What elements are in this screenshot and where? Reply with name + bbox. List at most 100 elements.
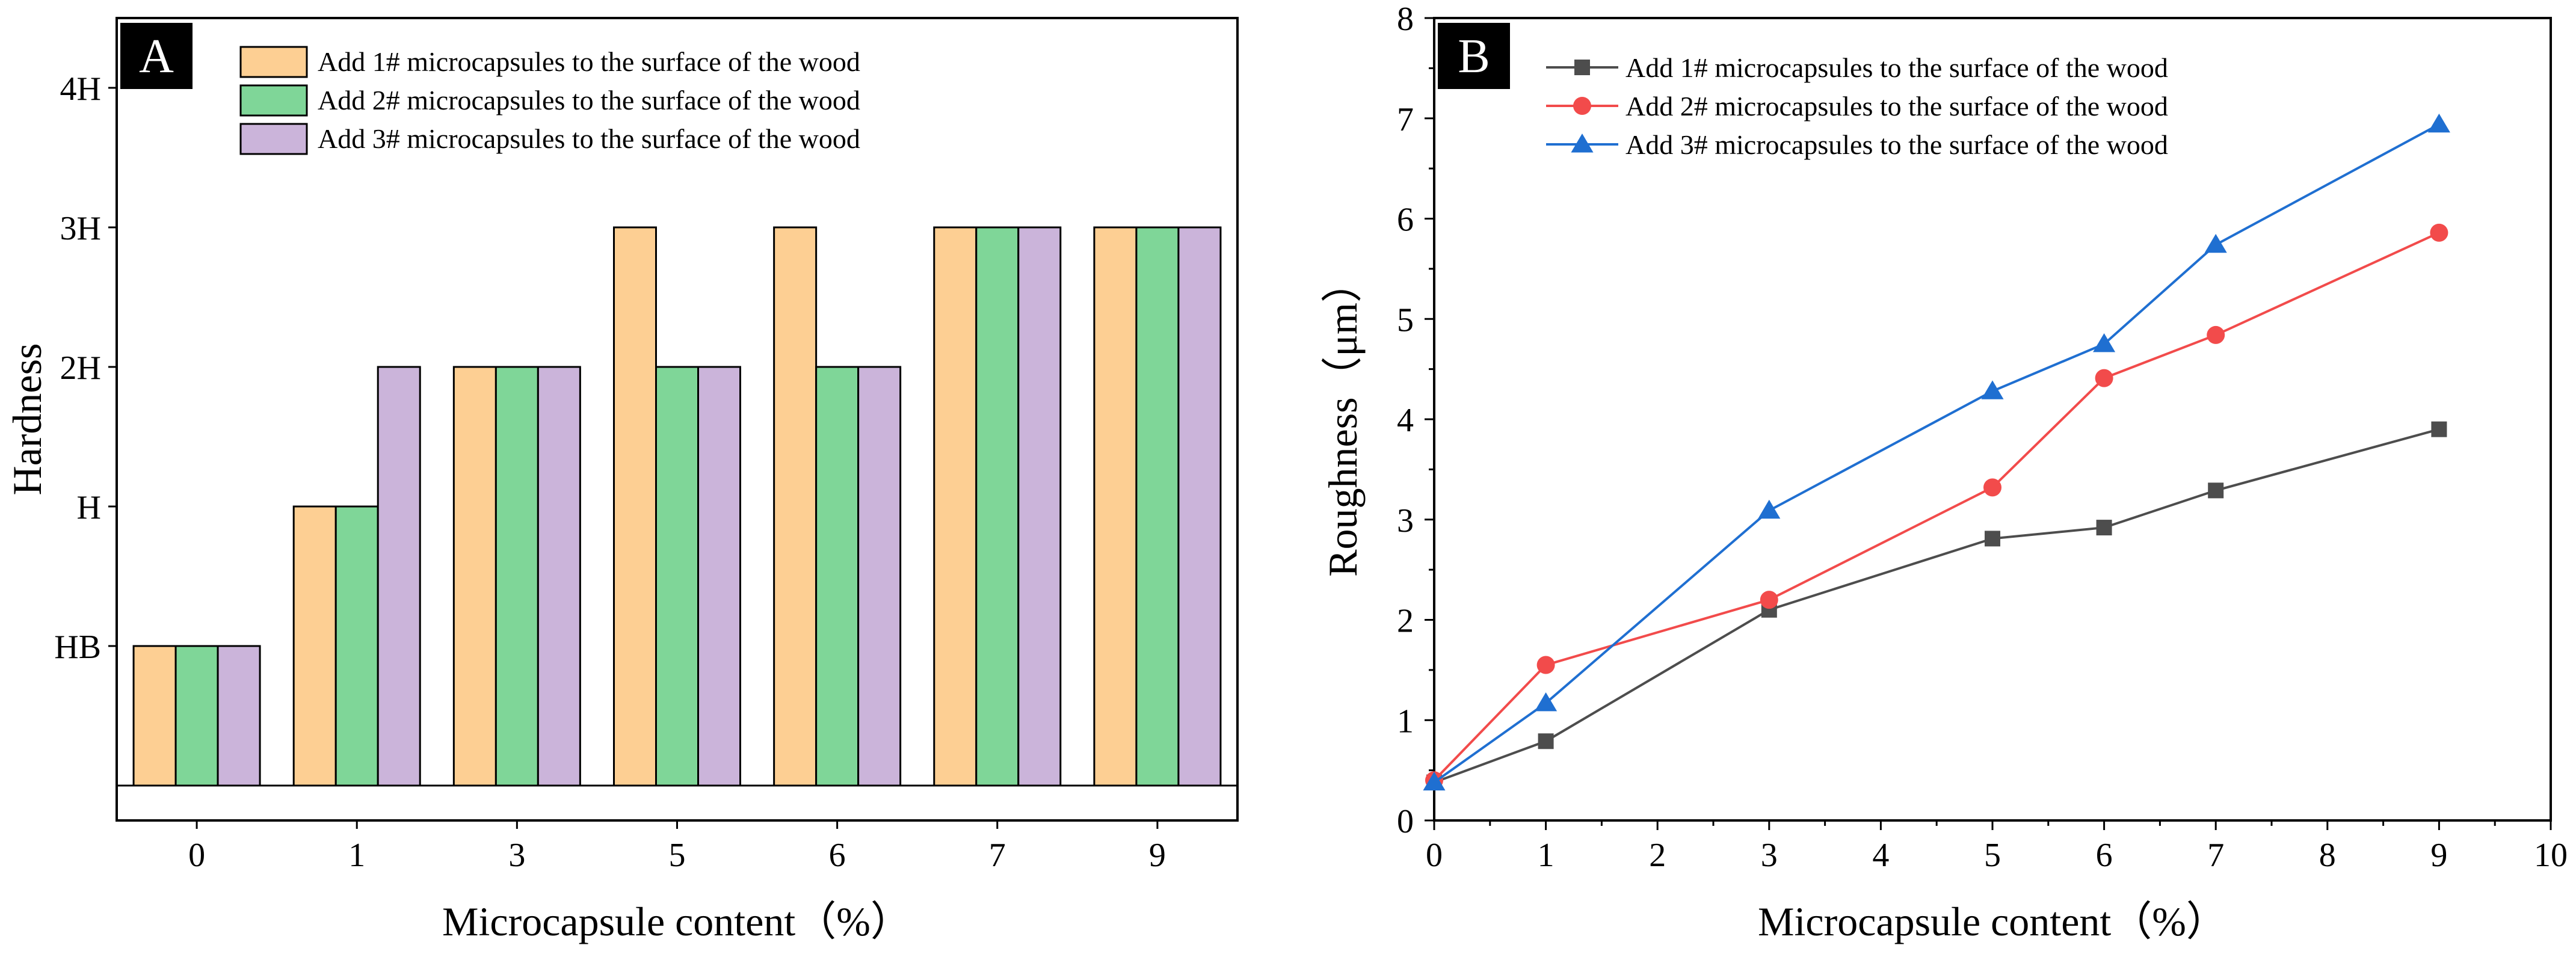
x-tick-label: 6 bbox=[2096, 837, 2113, 874]
x-tick-label: 2 bbox=[1649, 837, 1666, 874]
bar bbox=[815, 366, 860, 787]
roughness-line-chart: 0 1 2 3 4 5 6 7 8 0 1 2 3 4 5 6 7 8 9 10 B Microcapsule co… bbox=[1320, 1, 2568, 944]
x-tick-label: 3 bbox=[508, 837, 525, 874]
legend-swatch bbox=[239, 84, 308, 117]
data-point bbox=[1574, 60, 1590, 75]
x-tick-label: 0 bbox=[188, 837, 205, 874]
y-tick-label: 2H bbox=[60, 349, 101, 387]
bar bbox=[452, 366, 497, 787]
x-axis-title: Microcapsule content（%） bbox=[442, 899, 911, 944]
x-tick-label: 4 bbox=[1872, 837, 1889, 874]
y-tick-label: 4H bbox=[60, 70, 101, 108]
legend-label: Add 1# microcapsules to the surface of t… bbox=[1625, 52, 2168, 83]
panel-label: A bbox=[139, 30, 174, 83]
y-tick-label: 6 bbox=[1397, 202, 1414, 239]
y-axis-title: Hardness bbox=[4, 343, 50, 495]
bar bbox=[1177, 226, 1222, 787]
y-tick-label: 4 bbox=[1397, 402, 1414, 439]
data-point bbox=[2093, 333, 2116, 352]
y-tick-label: 3 bbox=[1397, 502, 1414, 540]
bar bbox=[174, 645, 219, 787]
panel-label: B bbox=[1458, 30, 1490, 83]
data-point bbox=[1985, 531, 2000, 547]
line-series-group bbox=[1423, 113, 2450, 791]
bar bbox=[377, 366, 421, 787]
bar bbox=[655, 366, 699, 787]
x-tick-label: 6 bbox=[829, 837, 846, 874]
x-tick-label: 3 bbox=[1761, 837, 1778, 874]
data-point bbox=[2427, 113, 2450, 133]
series bbox=[1423, 113, 2450, 791]
data-point bbox=[1760, 591, 1778, 609]
x-tick-label: 0 bbox=[1426, 837, 1443, 874]
y-tick-label: 1 bbox=[1397, 703, 1414, 740]
x-tick-label: 9 bbox=[1149, 837, 1166, 874]
y-axis-title: Roughness（μm） bbox=[1320, 262, 1366, 577]
bar bbox=[495, 366, 539, 787]
y-axis-ticks: 0 1 2 3 4 5 6 7 8 bbox=[1397, 1, 1434, 840]
data-point bbox=[1423, 771, 1446, 791]
legend-label: Add 2# microcapsules to the surface of t… bbox=[318, 85, 860, 115]
legend-label: Add 3# microcapsules to the surface of t… bbox=[318, 123, 860, 154]
bar bbox=[697, 366, 741, 787]
x-axis-ticks: 0 1 3 5 6 7 9 bbox=[188, 820, 1166, 874]
x-tick-label: 5 bbox=[669, 837, 686, 874]
x-tick-label: 1 bbox=[1538, 837, 1555, 874]
data-point bbox=[1758, 499, 1781, 519]
data-point bbox=[1536, 656, 1555, 674]
x-tick-label: 5 bbox=[1984, 837, 2001, 874]
x-axis-title: Microcapsule content（%） bbox=[1758, 899, 2227, 944]
data-point bbox=[2431, 421, 2447, 437]
data-point bbox=[2208, 482, 2224, 499]
data-point bbox=[2207, 325, 2225, 344]
bar bbox=[537, 366, 581, 787]
data-point bbox=[1538, 733, 1554, 749]
y-axis-ticks: HB H 2H 3H 4H bbox=[54, 70, 117, 666]
y-tick-label: 2 bbox=[1397, 603, 1414, 640]
x-tick-label: 8 bbox=[2319, 837, 2336, 874]
data-point bbox=[2204, 233, 2227, 253]
legend-label: Add 2# microcapsules to the surface of t… bbox=[1625, 91, 2168, 122]
data-point bbox=[1981, 380, 2004, 399]
y-tick-label: 0 bbox=[1397, 803, 1414, 840]
hardness-bar-chart: HB H 2H 3H 4H 0 1 3 5 6 7 9 A Microcapsule content… bbox=[4, 17, 1239, 944]
x-tick-label: 1 bbox=[348, 837, 365, 874]
legend: Add 1# microcapsules to the surface of t… bbox=[239, 46, 860, 155]
bar bbox=[613, 226, 657, 787]
data-point bbox=[2096, 520, 2112, 536]
data-point bbox=[1571, 134, 1594, 153]
panel-label-box bbox=[1438, 23, 1510, 89]
bar bbox=[132, 645, 177, 787]
bar bbox=[933, 226, 978, 787]
legend-swatch bbox=[239, 46, 308, 78]
bar bbox=[292, 505, 337, 787]
y-tick-label: 7 bbox=[1397, 101, 1414, 138]
data-point bbox=[1535, 692, 1558, 712]
y-tick-label: 3H bbox=[60, 210, 101, 247]
bar bbox=[334, 505, 379, 787]
y-tick-label: 8 bbox=[1397, 1, 1414, 38]
x-tick-label: 7 bbox=[2207, 837, 2224, 874]
y-tick-label: HB bbox=[54, 629, 101, 666]
x-tick-label: 9 bbox=[2430, 837, 2447, 874]
bar bbox=[975, 226, 1020, 787]
bar bbox=[857, 366, 902, 787]
legend: Add 1# microcapsules to the surface of t… bbox=[1546, 52, 2168, 160]
legend-swatch bbox=[239, 123, 308, 155]
bar bbox=[1017, 226, 1062, 787]
legend-label: Add 3# microcapsules to the surface of t… bbox=[1625, 129, 2168, 160]
y-tick-label: 5 bbox=[1397, 301, 1414, 339]
bar bbox=[217, 645, 261, 787]
bar bbox=[773, 226, 818, 787]
y-tick-label: H bbox=[77, 489, 101, 526]
data-point bbox=[2430, 223, 2448, 242]
panel-label-box bbox=[120, 23, 193, 89]
bar-series-group bbox=[117, 226, 1237, 787]
data-point bbox=[2095, 369, 2113, 387]
bar bbox=[1135, 226, 1180, 787]
x-axis-ticks: 0 1 2 3 4 5 6 7 8 9 10 bbox=[1426, 820, 2568, 874]
data-point bbox=[1983, 478, 2001, 497]
x-tick-label: 10 bbox=[2534, 837, 2568, 874]
bar bbox=[1093, 226, 1138, 787]
